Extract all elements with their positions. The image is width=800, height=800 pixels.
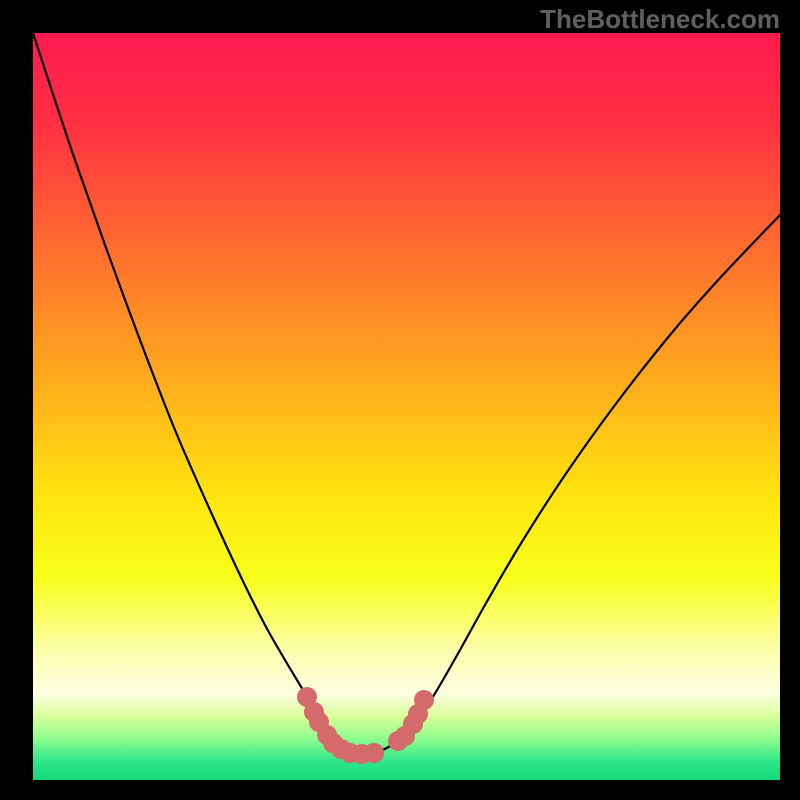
- watermark-text: TheBottleneck.com: [540, 4, 780, 35]
- bottleneck-chart: [0, 0, 800, 800]
- curve-marker: [364, 743, 384, 763]
- curve-marker: [414, 690, 434, 710]
- gradient-plot-area: [33, 33, 780, 780]
